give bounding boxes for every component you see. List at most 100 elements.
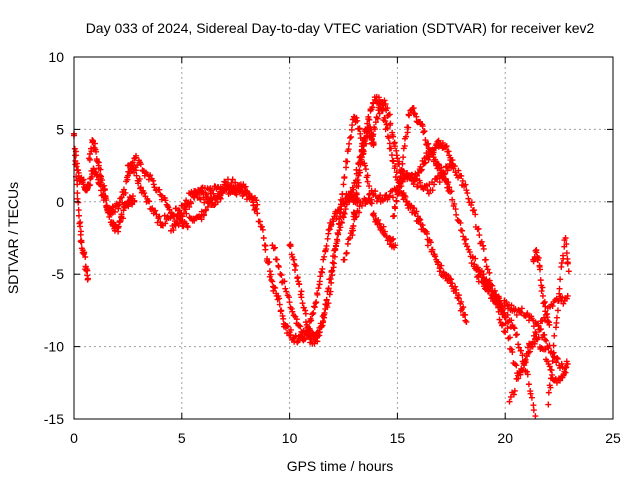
data-point-fill: [557, 377, 564, 384]
data-point-fill: [170, 212, 177, 219]
data-point-fill: [273, 256, 280, 263]
data-point-fill: [508, 302, 515, 309]
data-point-fill: [300, 304, 307, 311]
data-point-fill: [343, 249, 350, 256]
data-point-fill: [347, 134, 354, 141]
data-point-fill: [326, 226, 333, 233]
data-point-fill: [464, 243, 471, 250]
data-point-fill: [448, 188, 455, 195]
data-point-fill: [322, 301, 329, 308]
gridlines: [74, 57, 613, 419]
data-point-fill: [396, 158, 403, 165]
data-point-fill: [366, 116, 373, 123]
series-arc-16: [545, 235, 572, 408]
data-point-fill: [563, 250, 570, 257]
data-point-fill: [410, 105, 417, 112]
data-point-fill: [277, 271, 284, 278]
data-point-fill: [518, 347, 525, 354]
data-point: [543, 337, 550, 344]
data-point-fill: [343, 164, 350, 171]
data-point-fill: [436, 268, 443, 275]
data-point: [286, 242, 293, 249]
data-point-fill: [558, 259, 565, 266]
data-point-fill: [204, 203, 211, 210]
data-point-fill: [280, 315, 287, 322]
data-point-fill: [455, 167, 462, 174]
x-tick-label: 25: [605, 430, 621, 446]
data-point-fill: [513, 311, 520, 318]
data-point-fill: [278, 307, 285, 314]
data-point-fill: [374, 115, 381, 122]
data-point-fill: [419, 123, 426, 130]
data-point-fill: [401, 142, 408, 149]
data-point-fill: [337, 196, 344, 203]
data-point-fill: [524, 310, 531, 317]
data-point-fill: [560, 371, 567, 378]
data-point: [85, 275, 92, 282]
data-point-fill: [541, 331, 548, 338]
data-point-fill: [424, 242, 431, 249]
data-point-fill: [120, 186, 127, 193]
data-point-fill: [93, 148, 100, 155]
data-point-fill: [386, 192, 393, 199]
data-point-fill: [513, 331, 520, 338]
data-point-fill: [267, 271, 274, 278]
y-tick-label: -15: [44, 411, 64, 427]
data-point-fill: [559, 294, 566, 301]
data-point-fill: [494, 301, 501, 308]
data-point: [364, 120, 371, 127]
data-point-fill: [453, 211, 460, 218]
data-point: [99, 177, 106, 184]
data-point-fill: [162, 197, 169, 204]
data-point-fill: [439, 139, 446, 146]
data-point-fill: [389, 236, 396, 243]
data-point-fill: [484, 266, 491, 273]
data-point-fill: [438, 262, 445, 269]
data-point-fill: [470, 207, 477, 214]
data-point-fill: [553, 359, 560, 366]
data-point-fill: [107, 211, 114, 218]
data-point-fill: [432, 253, 439, 260]
data-point-fill: [183, 210, 190, 217]
data-point-fill: [133, 152, 140, 159]
data-point-fill: [215, 193, 222, 200]
data-point: [565, 268, 572, 275]
data-point-fill: [504, 325, 511, 332]
data-point-fill: [324, 235, 331, 242]
data-point-fill: [526, 348, 533, 355]
data-point-fill: [307, 327, 314, 334]
data-point-fill: [297, 323, 304, 330]
data-point: [299, 300, 306, 307]
data-point-fill: [116, 219, 123, 226]
data-point-fill: [545, 389, 552, 396]
data-point-fill: [406, 112, 413, 119]
data-point-fill: [348, 133, 355, 140]
data-point-fill: [102, 193, 109, 200]
series-arc-2: [72, 152, 92, 283]
data-point-fill: [327, 275, 334, 282]
data-point-fill: [341, 210, 348, 217]
data-point: [321, 253, 328, 260]
data-point-fill: [96, 172, 103, 179]
data-point: [506, 398, 513, 405]
data-point-fill: [399, 160, 406, 167]
data-point-fill: [517, 371, 524, 378]
data-point-fill: [466, 249, 473, 256]
data-point-fill: [341, 174, 348, 181]
data-point-fill: [559, 252, 566, 259]
data-point-fill: [332, 243, 339, 250]
data-point-fill: [540, 300, 547, 307]
data-point-fill: [286, 299, 293, 306]
data-point: [539, 292, 546, 299]
data-point-fill: [156, 186, 163, 193]
data-point-fill: [537, 266, 544, 273]
data-point-fill: [387, 120, 394, 127]
data-point-fill: [423, 230, 430, 237]
data-point-fill: [465, 195, 472, 202]
data-point: [403, 133, 410, 140]
x-tick-label: 10: [282, 430, 298, 446]
series-arc-6: [269, 113, 399, 346]
data-point-fill: [212, 201, 219, 208]
data-point-fill: [292, 262, 299, 269]
data-point-fill: [256, 218, 263, 225]
